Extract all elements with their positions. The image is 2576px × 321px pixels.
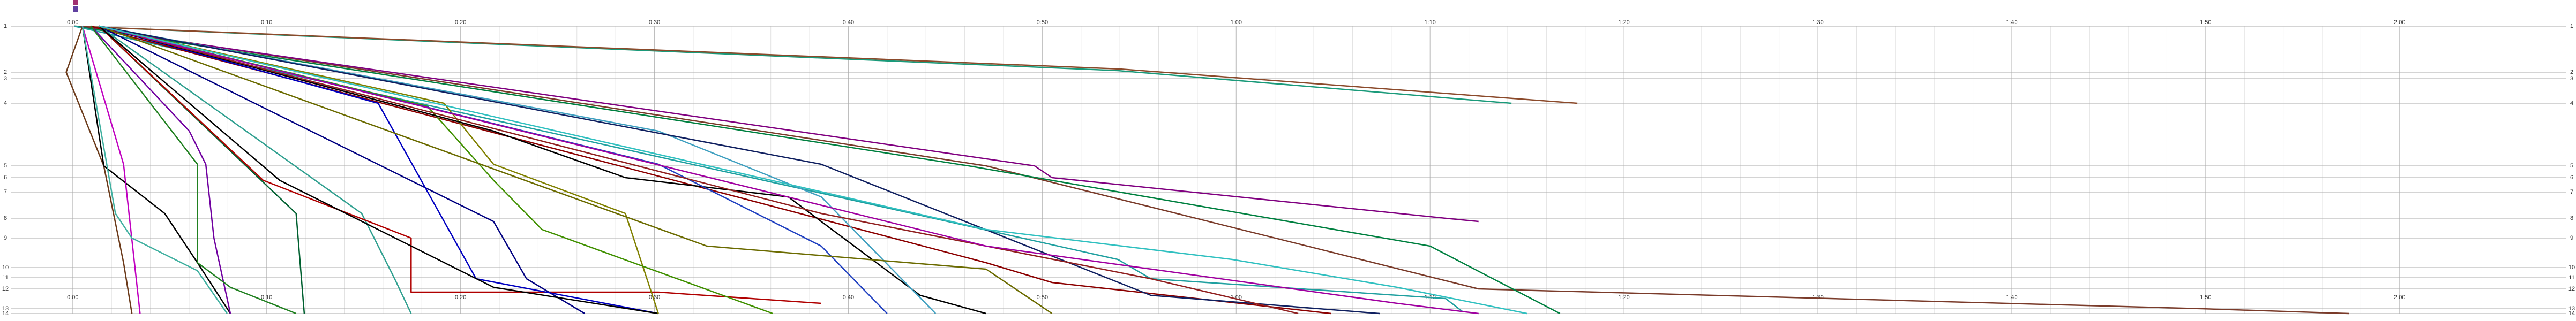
train-line	[99, 25, 585, 315]
train-line	[99, 25, 1479, 315]
train-line	[98, 26, 658, 315]
station-label-left: 10	[2, 264, 9, 271]
station-label-right: 11	[2568, 274, 2574, 281]
origin-marker	[73, 0, 78, 5]
station-label-right: 8	[2570, 215, 2573, 221]
time-label-bottom: 1:40	[2006, 294, 2017, 301]
train-line	[99, 25, 773, 315]
time-label-bottom: 2:00	[2394, 294, 2405, 301]
train-line	[90, 26, 231, 314]
station-label-right: 10	[2568, 264, 2575, 271]
time-label-bottom: 0:40	[843, 294, 854, 301]
station-label-left: 5	[4, 163, 7, 169]
train-line	[74, 25, 1464, 312]
train-line	[81, 26, 141, 314]
station-label-left: 14	[2, 310, 9, 317]
time-label-bottom: 0:00	[67, 294, 78, 301]
train-line	[81, 26, 228, 314]
time-label-top: 0:00	[67, 19, 78, 26]
train-line	[74, 25, 1512, 104]
station-label-left: 12	[2, 286, 9, 292]
station-label-right: 4	[2570, 100, 2573, 106]
station-label-right: 1	[2570, 23, 2573, 29]
train-line	[98, 25, 412, 314]
origin-marker	[73, 6, 78, 12]
time-label-bottom: 0:50	[1037, 294, 1048, 301]
station-label-left: 4	[4, 100, 7, 106]
time-label-top: 0:30	[649, 19, 660, 26]
time-label-top: 0:50	[1037, 19, 1048, 26]
station-label-right: 14	[2568, 310, 2575, 317]
station-label-left: 3	[4, 75, 7, 82]
station-label-left: 6	[4, 174, 7, 181]
train-line	[74, 25, 1479, 223]
time-label-top: 1:40	[2006, 19, 2017, 26]
station-label-right: 7	[2570, 189, 2573, 195]
train-line	[90, 26, 297, 315]
time-label-top: 2:00	[2394, 19, 2405, 26]
station-label-left: 8	[4, 215, 7, 221]
train-line	[74, 25, 1561, 315]
train-line	[99, 25, 937, 314]
station-label-right: 6	[2570, 174, 2573, 181]
station-label-right: 13	[2568, 305, 2575, 312]
station-label-left: 2	[4, 69, 7, 75]
station-label-left: 9	[4, 235, 7, 241]
time-label-top: 1:00	[1231, 19, 1242, 26]
train-line	[82, 25, 2349, 315]
time-label-bottom: 1:20	[1618, 294, 1629, 301]
time-label-bottom: 0:10	[261, 294, 272, 301]
time-label-bottom: 0:20	[455, 294, 466, 301]
station-label-right: 2	[2570, 69, 2573, 75]
time-label-top: 1:20	[1618, 19, 1629, 26]
station-label-right: 12	[2568, 286, 2575, 292]
time-label-top: 1:10	[1424, 19, 1435, 26]
train-line	[98, 26, 821, 304]
station-label-right: 9	[2570, 235, 2573, 241]
train-line	[99, 25, 1527, 315]
time-label-top: 1:30	[1812, 19, 1823, 26]
time-label-top: 0:40	[843, 19, 854, 26]
train-line	[65, 26, 133, 314]
train-line	[99, 25, 659, 314]
station-label-left: 7	[4, 189, 7, 195]
train-line	[99, 25, 1053, 315]
train-line	[99, 25, 986, 315]
train-line	[74, 25, 1578, 104]
station-label-right: 5	[2570, 163, 2573, 169]
station-label-left: 11	[2, 274, 8, 281]
time-label-top: 0:20	[455, 19, 466, 26]
time-label-top: 0:10	[261, 19, 272, 26]
train-line	[99, 25, 659, 315]
time-label-bottom: 1:50	[2200, 294, 2211, 301]
station-label-left: 1	[4, 23, 7, 29]
station-label-right: 3	[2570, 75, 2573, 82]
train-line	[81, 26, 231, 314]
station-label-left: 13	[2, 305, 9, 312]
time-label-bottom: 0:30	[649, 294, 660, 301]
time-label-bottom: 1:30	[1812, 294, 1823, 301]
time-label-top: 1:50	[2200, 19, 2211, 26]
